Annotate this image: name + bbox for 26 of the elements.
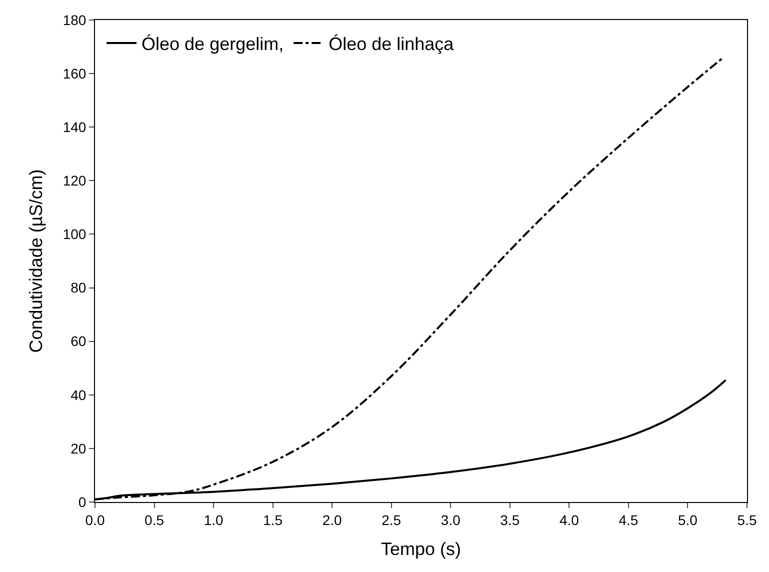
y-tick-label: 120 [62, 172, 86, 189]
y-tick-label: 80 [70, 280, 86, 296]
y-tick-label: 0 [78, 494, 86, 510]
legend-label: Óleo de gergelim, [142, 34, 284, 54]
y-tick-label: 20 [70, 440, 86, 456]
y-tick-label: 160 [62, 65, 86, 82]
x-tick-label: 0.0 [85, 512, 105, 528]
x-tick-label: 0.5 [144, 512, 164, 528]
x-axis-title: Tempo (s) [380, 538, 462, 559]
y-tick-label: 60 [70, 333, 86, 350]
x-tick-label: 3.0 [440, 512, 461, 528]
y-axis-title: Condutividade (µS/cm) [26, 169, 46, 353]
legend-label: Óleo de linhaça [328, 34, 455, 54]
x-tick-label: 5.5 [737, 512, 757, 528]
x-tick-label: 4.0 [559, 512, 580, 528]
y-tick-label: 180 [62, 12, 86, 28]
x-tick-label: 3.5 [500, 512, 520, 528]
y-tick-label: 140 [62, 119, 86, 136]
x-tick-label: 5.0 [678, 512, 698, 528]
x-tick-label: 4.5 [618, 512, 638, 528]
y-tick-label: 100 [62, 226, 86, 242]
x-tick-label: 1.0 [204, 512, 224, 528]
y-tick-label: 40 [70, 386, 86, 403]
x-tick-label: 1.5 [263, 512, 283, 528]
x-tick-label: 2.5 [382, 512, 402, 528]
x-tick-label: 2.0 [322, 512, 342, 528]
